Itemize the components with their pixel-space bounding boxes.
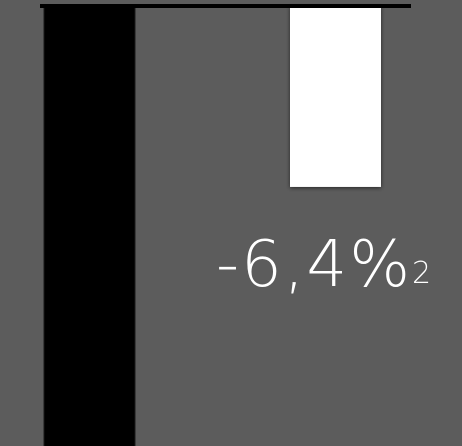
bars (43, 5, 381, 446)
footnote-marker: 2 (412, 256, 431, 291)
value-label: -6,4% (216, 228, 410, 302)
bar (43, 5, 136, 446)
bar (290, 6, 381, 187)
